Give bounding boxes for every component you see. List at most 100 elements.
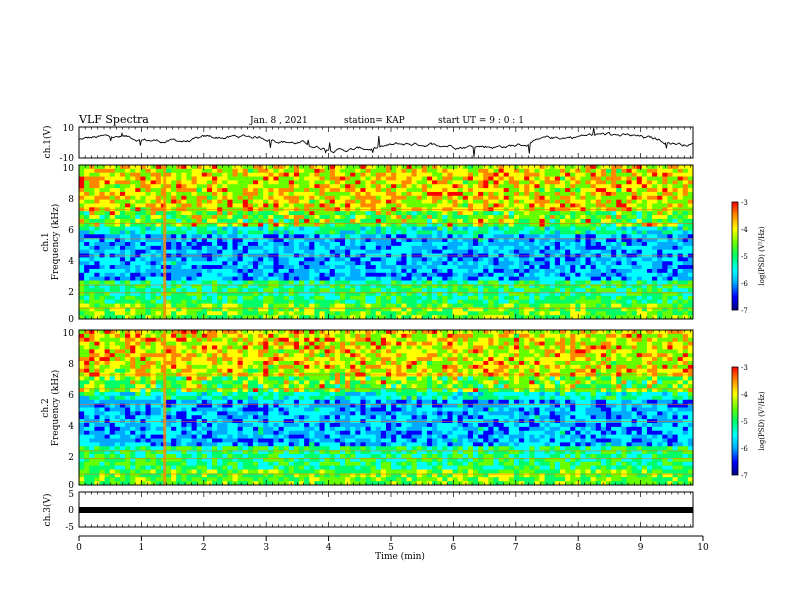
spectrogram-cell: [600, 303, 607, 308]
spectrogram-cell: [334, 180, 341, 185]
spectrogram-cell: [606, 284, 612, 289]
spectrogram-cell: [191, 191, 198, 197]
spectrogram-cell: [452, 203, 459, 208]
spectrogram-cell: [293, 311, 300, 316]
spectrogram-cell: [201, 311, 208, 316]
spectrogram-cell: [155, 188, 162, 193]
spectrogram-cell: [396, 311, 402, 316]
spectrogram-cell: [565, 307, 571, 312]
spectrogram-cell: [273, 168, 279, 174]
spectrogram-cell: [345, 245, 351, 251]
spectrogram-cell: [621, 303, 627, 308]
spectrogram-cell: [94, 288, 100, 293]
spectrogram-cell: [370, 272, 377, 278]
spectrogram-cell: [365, 218, 372, 224]
spectrogram-cell: [181, 272, 187, 278]
spectrogram-cell: [309, 292, 315, 297]
spectrogram-cell: [360, 311, 366, 316]
ch1-waveform-ylabel: ch.1(V): [42, 126, 53, 159]
spectrogram-cell: [242, 333, 249, 339]
spectrogram-cell: [186, 176, 192, 181]
spectrogram-cell: [155, 333, 162, 339]
spectrogram-cell: [252, 230, 259, 235]
spectrogram-cell: [411, 203, 418, 208]
spectrogram-cell: [452, 238, 459, 243]
spectrogram-cell: [416, 280, 423, 285]
spectrogram-cell: [534, 261, 540, 266]
spectrogram-cell: [544, 199, 551, 204]
spectrogram-cell: [416, 222, 423, 227]
spectrogram-cell: [99, 195, 105, 201]
spectrogram-cell: [626, 195, 632, 201]
spectrogram-cell: [350, 230, 356, 235]
spectrogram-cell: [375, 222, 382, 227]
spectrogram-cell: [130, 172, 136, 177]
spectrogram-cell: [493, 284, 499, 289]
spectrogram-cell: [657, 165, 663, 170]
spectrogram-cell: [258, 268, 264, 274]
spectrogram-cell: [268, 268, 274, 274]
spectrogram-cell: [457, 245, 464, 251]
spectrogram-cell: [171, 292, 177, 297]
spectrogram-cell: [498, 238, 505, 243]
spectrogram-cell: [365, 168, 372, 174]
spectrogram-cell: [196, 261, 203, 266]
spectrogram-cell: [345, 168, 351, 174]
spectrogram-cell: [662, 276, 668, 281]
spectrogram-cell: [483, 234, 489, 239]
spectrogram-cell: [89, 249, 95, 254]
spectrogram-cell: [421, 295, 428, 301]
spectrogram-cell: [79, 257, 85, 262]
spectrogram-cell: [662, 245, 668, 251]
spectrogram-cell: [554, 172, 561, 177]
spectrogram-cell: [375, 261, 382, 266]
spectrogram-cell: [304, 184, 310, 189]
spectrogram-cell: [590, 180, 597, 185]
spectrogram-cell: [283, 222, 290, 227]
spectrogram-cell: [396, 249, 402, 254]
spectrogram-cell: [119, 211, 126, 216]
spectrogram-cell: [565, 272, 571, 278]
spectrogram-cell: [293, 272, 300, 278]
spectrogram-cell: [314, 230, 320, 235]
spectrogram-cell: [386, 184, 392, 189]
spectrogram-cell: [196, 265, 203, 270]
spectrogram-cell: [498, 311, 505, 316]
spectrogram-cell: [411, 218, 418, 224]
spectrogram-cell: [416, 311, 423, 316]
spectrogram-cell: [109, 295, 116, 301]
spectrogram-cell: [345, 242, 351, 247]
spectrogram-cell: [631, 242, 638, 247]
spectrogram-cell: [84, 330, 90, 335]
spectrogram-cell: [549, 199, 556, 204]
spectrogram-cell: [580, 311, 586, 316]
spectrogram-cell: [493, 249, 499, 254]
spectrogram-cell: [104, 333, 111, 339]
spectrogram-cell: [621, 299, 627, 304]
spectrogram-cell: [119, 245, 126, 251]
spectrogram-cell: [109, 195, 116, 201]
spectrogram-cell: [89, 242, 95, 247]
spectrogram-cell: [682, 191, 689, 197]
spectrogram-cell: [334, 295, 341, 301]
spectrogram-cell: [616, 307, 622, 312]
spectrogram-cell: [186, 292, 192, 297]
spectrogram-cell: [401, 191, 407, 197]
spectrogram-cell: [478, 218, 484, 224]
spectrogram-cell: [314, 218, 320, 224]
spectrogram-cell: [206, 172, 213, 177]
spectrogram-cell: [339, 184, 346, 189]
spectrogram-cell: [227, 249, 233, 254]
spectrogram-cell: [406, 188, 412, 193]
spectrogram-cell: [304, 257, 310, 262]
spectrogram-cell: [242, 245, 249, 251]
spectrogram-cell: [104, 280, 111, 285]
spectrogram-cell: [309, 261, 315, 266]
spectrogram-cell: [130, 222, 136, 227]
spectrogram-cell: [99, 168, 105, 174]
spectrogram-cell: [339, 230, 346, 235]
spectrogram-cell: [595, 191, 602, 197]
spectrogram-cell: [222, 268, 228, 274]
spectrogram-cell: [119, 234, 126, 239]
spectrogram-cell: [191, 165, 198, 170]
